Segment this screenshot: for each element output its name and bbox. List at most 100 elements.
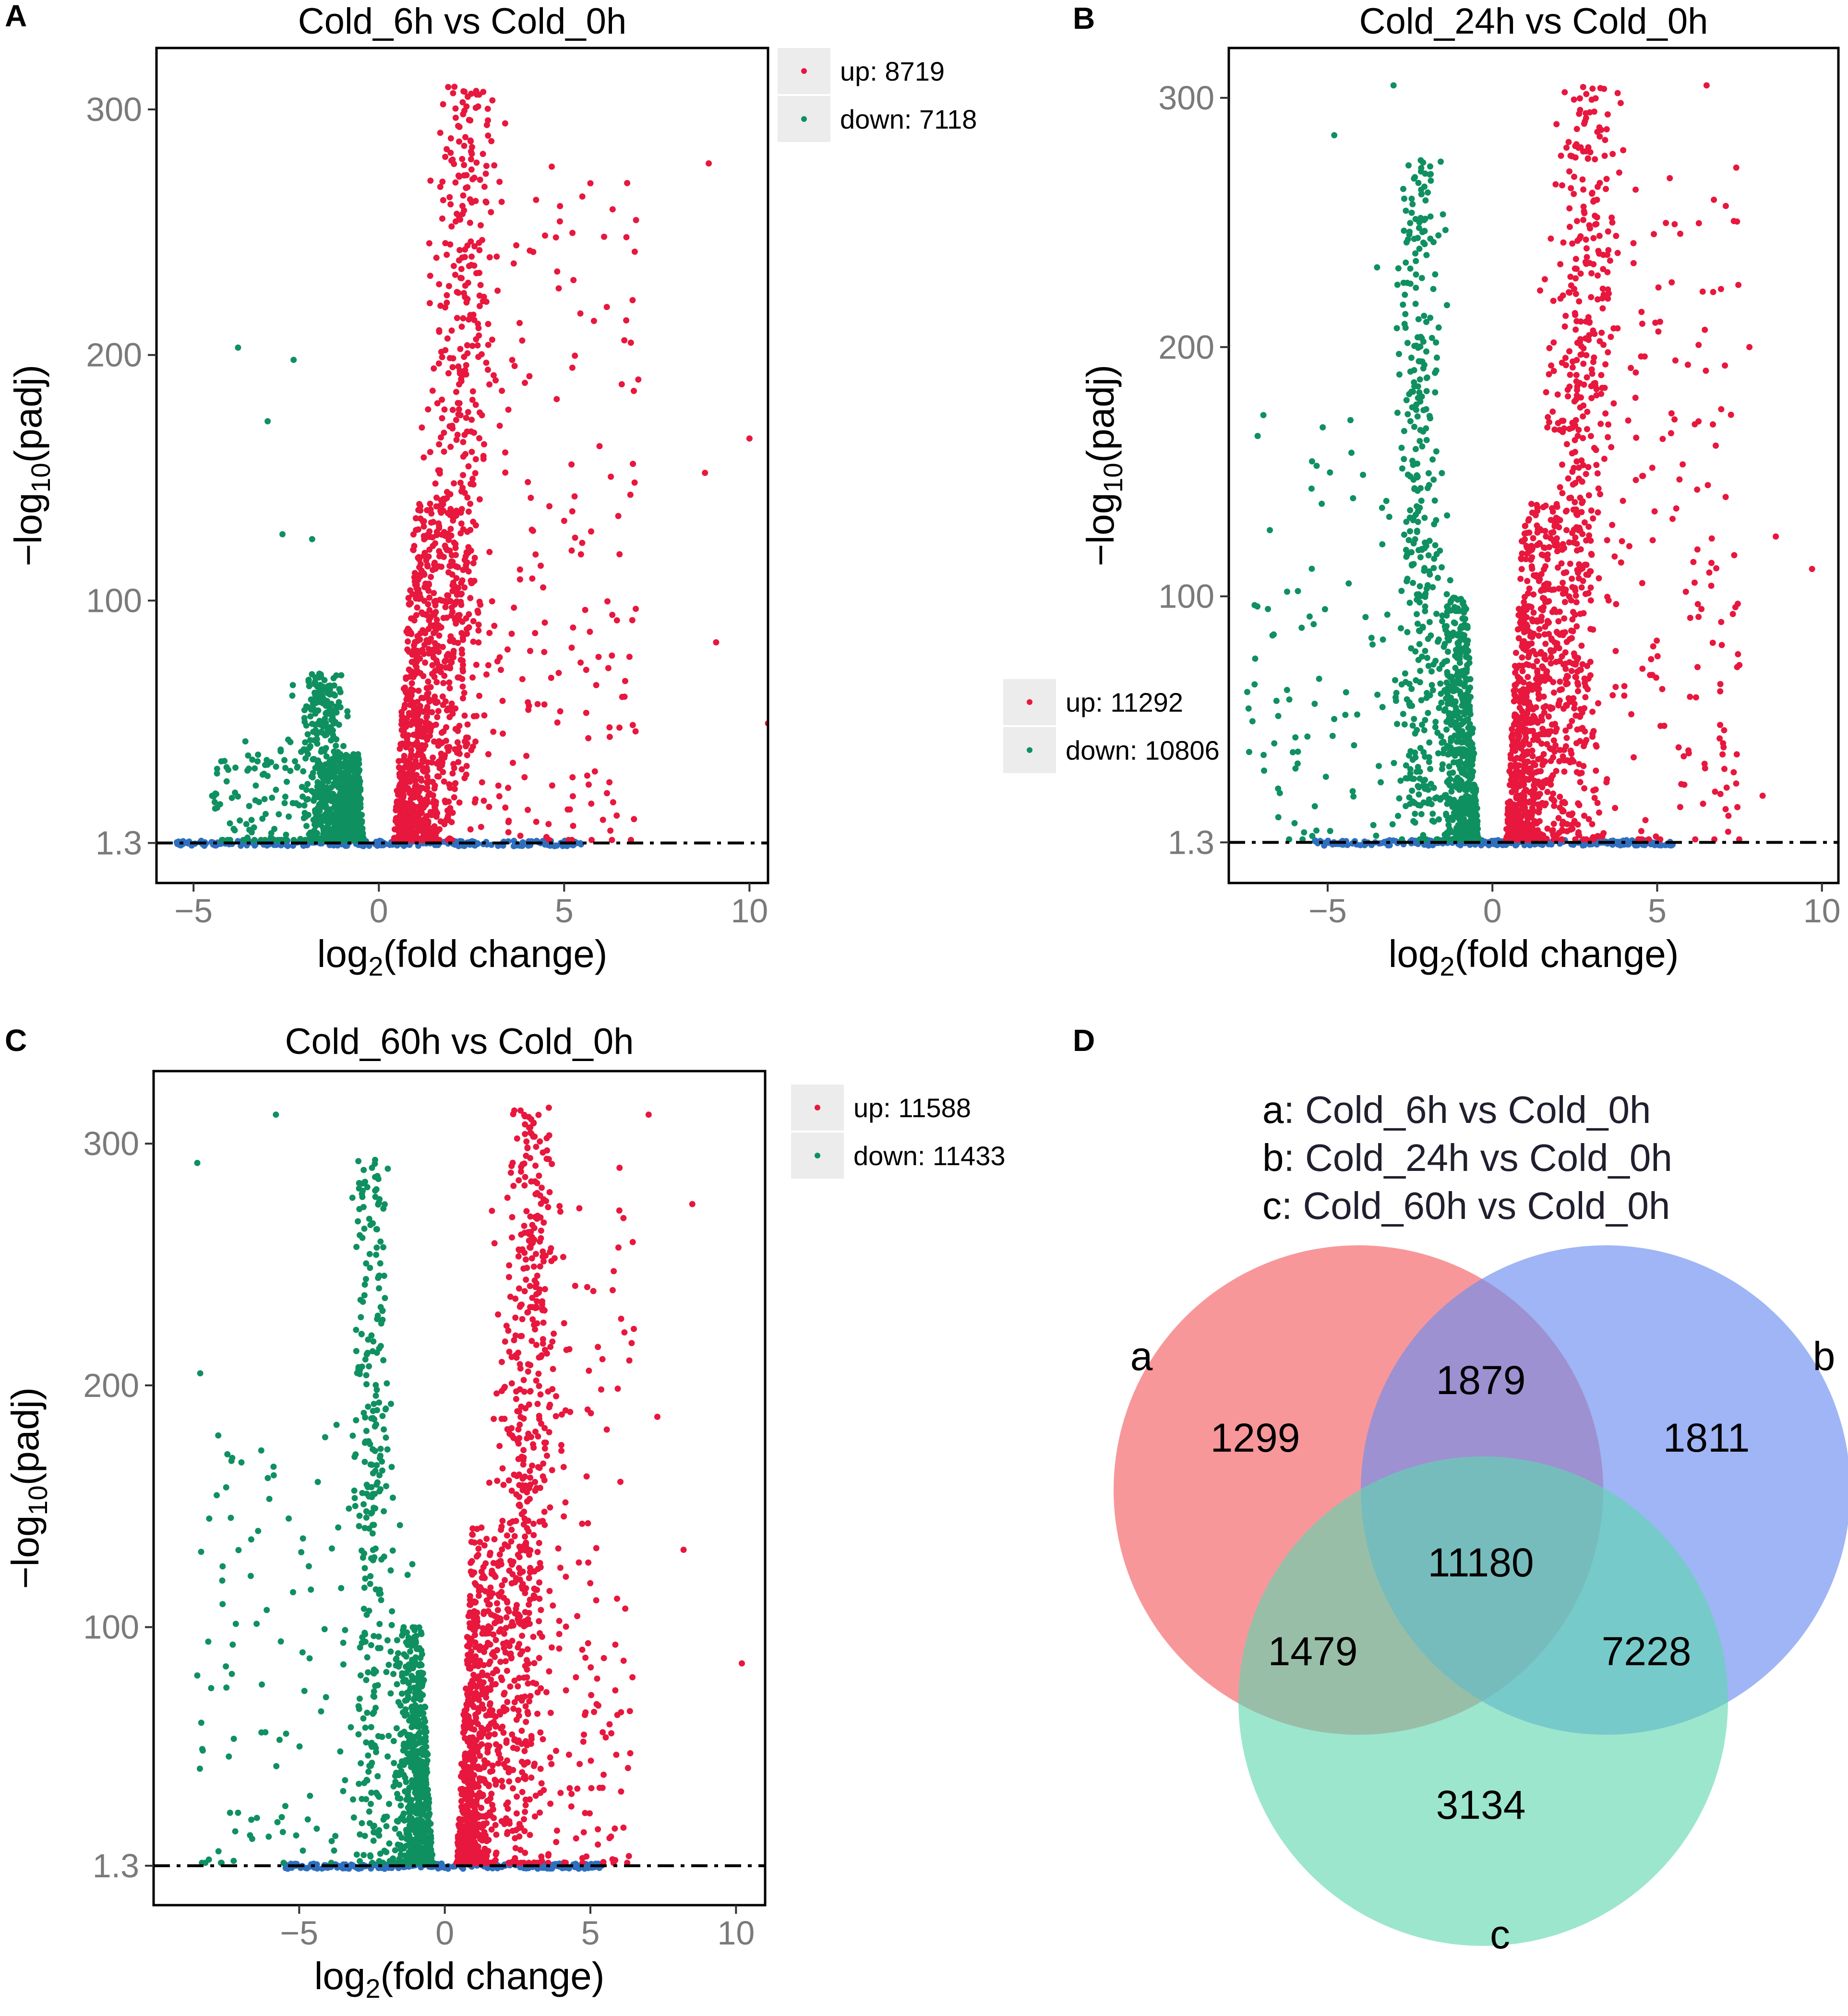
point-up bbox=[429, 662, 436, 668]
point-down bbox=[231, 827, 238, 834]
point-up bbox=[495, 782, 502, 789]
point-up bbox=[1576, 802, 1583, 809]
point-down bbox=[289, 800, 296, 806]
point-up bbox=[1735, 651, 1741, 657]
point-up bbox=[419, 810, 425, 816]
point-up bbox=[577, 659, 584, 666]
point-up bbox=[606, 734, 613, 740]
point-up bbox=[456, 723, 463, 729]
point-up bbox=[624, 180, 631, 186]
point-down bbox=[264, 418, 271, 425]
point-up bbox=[1632, 394, 1639, 401]
point-up bbox=[633, 217, 639, 224]
point-up bbox=[1560, 292, 1566, 299]
point-up bbox=[1639, 580, 1645, 586]
point-up bbox=[1520, 679, 1527, 686]
point-up bbox=[1543, 533, 1549, 540]
point-up bbox=[1536, 626, 1543, 632]
point-up bbox=[1547, 647, 1554, 654]
point-down bbox=[1360, 472, 1367, 478]
point-up bbox=[423, 706, 430, 713]
point-up bbox=[593, 682, 600, 689]
point-up bbox=[454, 739, 461, 746]
point-down bbox=[1423, 252, 1430, 258]
point-up bbox=[1522, 523, 1528, 529]
point-up bbox=[1515, 831, 1522, 838]
point-down bbox=[341, 763, 348, 770]
point-up bbox=[453, 389, 459, 395]
point-up bbox=[427, 178, 434, 184]
point-down bbox=[333, 736, 340, 743]
point-down bbox=[352, 774, 359, 781]
point-up bbox=[1577, 270, 1584, 277]
point-up bbox=[1581, 785, 1588, 792]
point-down bbox=[1446, 763, 1452, 770]
point-up bbox=[613, 617, 620, 624]
point-up bbox=[1531, 682, 1538, 689]
panel-letter-b: B bbox=[1073, 1, 1095, 36]
point-up bbox=[1559, 461, 1565, 468]
point-up bbox=[1566, 495, 1573, 501]
point-up bbox=[1548, 505, 1555, 512]
point-up bbox=[1584, 374, 1590, 381]
point-up bbox=[1527, 703, 1534, 709]
point-up bbox=[435, 773, 442, 780]
point-up bbox=[433, 494, 440, 501]
point-up bbox=[1599, 286, 1606, 292]
point-up bbox=[442, 240, 449, 247]
point-up bbox=[522, 380, 528, 386]
point-down bbox=[1398, 625, 1404, 632]
point-up bbox=[1571, 96, 1577, 103]
point-up bbox=[527, 247, 533, 254]
point-up bbox=[627, 491, 634, 498]
point-down bbox=[336, 699, 342, 705]
point-up bbox=[623, 234, 630, 240]
point-up bbox=[479, 779, 485, 786]
point-up bbox=[445, 705, 452, 712]
point-up bbox=[1552, 542, 1558, 549]
point-up bbox=[538, 562, 544, 569]
point-up bbox=[1559, 808, 1566, 815]
point-up bbox=[1507, 800, 1513, 807]
point-up bbox=[461, 172, 468, 179]
point-up bbox=[455, 585, 462, 591]
point-up bbox=[481, 441, 487, 448]
point-up bbox=[477, 177, 483, 183]
point-up bbox=[447, 805, 454, 811]
point-up bbox=[476, 409, 483, 416]
point-up bbox=[1708, 535, 1715, 542]
point-up bbox=[471, 243, 478, 250]
point-down bbox=[1428, 682, 1435, 688]
point-up bbox=[606, 724, 613, 731]
point-up bbox=[462, 451, 468, 457]
point-up bbox=[1633, 434, 1640, 441]
point-up bbox=[1560, 753, 1566, 760]
point-up bbox=[1563, 507, 1570, 514]
point-up bbox=[1580, 203, 1587, 210]
point-up bbox=[1605, 228, 1611, 235]
point-up bbox=[396, 758, 402, 764]
point-up bbox=[476, 496, 483, 502]
point-up bbox=[473, 91, 480, 98]
point-up bbox=[1694, 546, 1701, 553]
x-axis-title: log2(fold change) bbox=[317, 932, 608, 981]
point-up bbox=[1570, 758, 1577, 765]
point-up bbox=[1603, 176, 1610, 182]
point-up bbox=[1687, 615, 1693, 621]
point-down bbox=[322, 795, 329, 801]
point-up bbox=[467, 219, 473, 226]
point-up bbox=[488, 138, 495, 144]
point-up bbox=[1595, 509, 1601, 516]
point-up bbox=[470, 560, 477, 566]
point-up bbox=[445, 569, 452, 576]
point-up bbox=[1602, 137, 1608, 143]
point-up bbox=[1581, 210, 1588, 216]
point-down bbox=[328, 737, 335, 744]
point-down bbox=[328, 798, 335, 804]
point-down bbox=[264, 761, 271, 768]
point-up bbox=[423, 813, 430, 820]
point-up bbox=[1511, 713, 1518, 720]
point-down bbox=[319, 729, 325, 736]
point-up bbox=[1512, 748, 1518, 754]
point-up bbox=[428, 811, 435, 818]
